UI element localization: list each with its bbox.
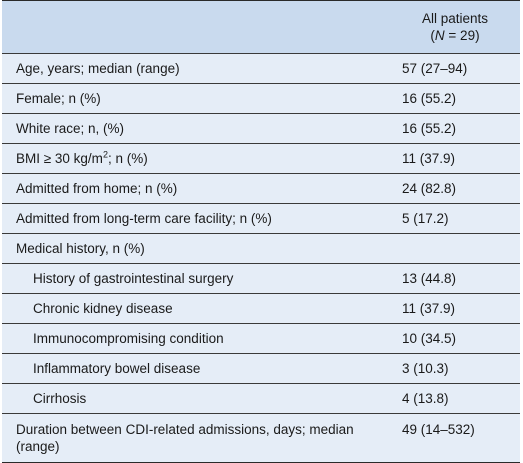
row-value: 24 (82.8) (402, 181, 457, 196)
row-label: BMI ≥ 30 kg/m2; n (%) (16, 149, 148, 166)
row-value: 13 (44.8) (402, 271, 457, 286)
row-label: Medical history, n (%) (16, 241, 145, 256)
table-row-medical-history: Medical history, n (%) (2, 233, 520, 263)
row-label: White race; n, (%) (16, 121, 125, 136)
table-row-ckd: Chronic kidney disease 11 (37.9) (2, 293, 520, 323)
table-row-cirrhosis: Cirrhosis 4 (13.8) (2, 383, 520, 413)
row-label: Chronic kidney disease (33, 301, 173, 316)
table-row-gi-surgery: History of gastrointestinal surgery 13 (… (2, 263, 520, 293)
header-sample-size: (N = 29) (430, 28, 480, 43)
row-value: 11 (37.9) (402, 151, 456, 166)
table-row-ibd: Inflammatory bowel disease 3 (10.3) (2, 353, 520, 383)
table-row-bmi: BMI ≥ 30 kg/m2; n (%) 11 (37.9) (2, 143, 520, 173)
row-label: Duration between CDI-related admissions,… (16, 422, 354, 454)
row-label: History of gastrointestinal surgery (33, 271, 234, 286)
row-label: Admitted from home; n (%) (16, 181, 178, 196)
table-row-duration: Duration between CDI-related admissions,… (2, 413, 520, 462)
row-value: 16 (55.2) (402, 121, 457, 136)
row-label: Cirrhosis (33, 391, 87, 406)
header-all-patients: All patients (N = 29) (390, 1, 520, 53)
row-label: Inflammatory bowel disease (33, 361, 201, 376)
row-value: 49 (14–532) (402, 422, 475, 437)
row-value: 16 (55.2) (402, 91, 457, 106)
row-value: 4 (13.8) (402, 391, 449, 406)
row-label: Admitted from long-term care facility; n… (16, 211, 272, 226)
row-value: 5 (17.2) (402, 211, 449, 226)
table-header-row: All patients (N = 29) (2, 1, 520, 53)
table-row-white-race: White race; n, (%) 16 (55.2) (2, 113, 520, 143)
header-label-cell (2, 1, 390, 53)
row-value: 3 (10.3) (402, 361, 449, 376)
table-row-female: Female; n (%) 16 (55.2) (2, 83, 520, 113)
row-value (390, 234, 520, 263)
table-row-admitted-ltc: Admitted from long-term care facility; n… (2, 203, 520, 233)
table-row-immunocompromising: Immunocompromising condition 10 (34.5) (2, 323, 520, 353)
row-label: Female; n (%) (16, 91, 101, 106)
row-label: Age, years; median (range) (16, 61, 180, 76)
table-row-admitted-home: Admitted from home; n (%) 24 (82.8) (2, 173, 520, 203)
row-value: 11 (37.9) (402, 301, 456, 316)
row-label: Immunocompromising condition (33, 331, 224, 346)
row-value: 10 (34.5) (402, 331, 457, 346)
table-row-age: Age, years; median (range) 57 (27–94) (2, 53, 520, 83)
header-all-patients-title: All patients (421, 11, 489, 26)
row-value: 57 (27–94) (402, 61, 468, 76)
